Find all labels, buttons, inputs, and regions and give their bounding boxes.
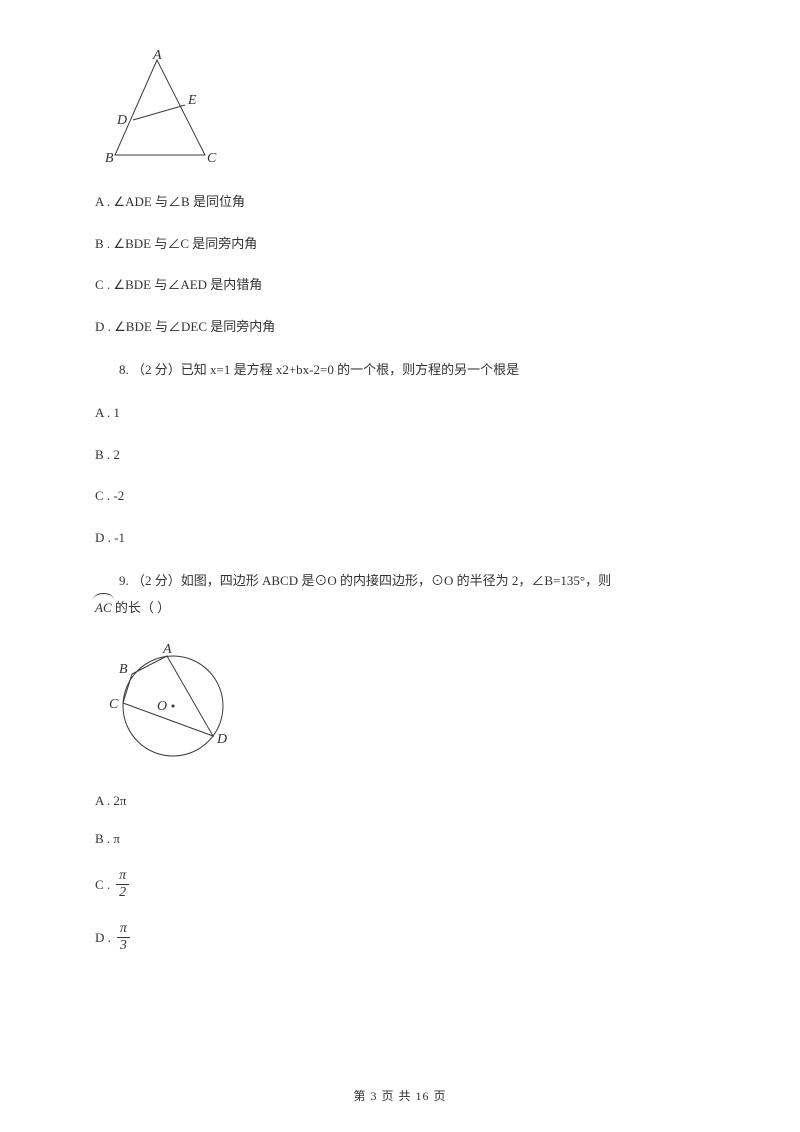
q7-label-D: D <box>116 113 127 128</box>
q9-optc-den: 2 <box>116 885 129 900</box>
q7-label-B: B <box>105 151 114 166</box>
q7-label-A: A <box>152 50 162 63</box>
q9-label-O: O <box>157 699 167 714</box>
q8-option-a: A . 1 <box>95 403 720 423</box>
q9-optd-frac: π 3 <box>117 922 130 953</box>
q7-option-c: C . ∠BDE 与∠AED 是内错角 <box>95 275 720 295</box>
q9-stem-post: 的长（ ） <box>115 600 170 615</box>
q7-option-d: D . ∠BDE 与∠DEC 是同旁内角 <box>95 317 720 337</box>
q7-option-a: A . ∠ADE 与∠B 是同位角 <box>95 192 720 212</box>
q9-label-C: C <box>109 697 119 712</box>
q7-svg: A B C D E <box>95 50 235 170</box>
q9-option-c: C . π 2 <box>95 869 720 900</box>
q9-option-b: B . π <box>95 831 720 847</box>
q7-label-C: C <box>207 151 217 166</box>
q9-optc-num: π <box>116 869 129 885</box>
q9-optc-frac: π 2 <box>116 869 129 900</box>
q8-option-d: D . -1 <box>95 528 720 548</box>
q9-optd-prefix: D . <box>95 930 111 946</box>
q9-option-a: A . 2π <box>95 793 720 809</box>
q9-optd-den: 3 <box>117 938 130 953</box>
q9-label-A: A <box>162 642 172 657</box>
q7-option-b: B . ∠BDE 与∠C 是同旁内角 <box>95 234 720 254</box>
q8-stem: 8. （2 分）已知 x=1 是方程 x2+bx-2=0 的一个根，则方程的另一… <box>95 358 720 381</box>
q9-diagram: A B C D O <box>95 641 720 775</box>
page-footer: 第 3 页 共 16 页 <box>0 1087 800 1104</box>
q9-label-D: D <box>216 732 227 747</box>
q8-option-c: C . -2 <box>95 486 720 506</box>
q9-optc-prefix: C . <box>95 877 110 893</box>
q9-option-d: D . π 3 <box>95 922 720 953</box>
q9-optd-num: π <box>117 922 130 938</box>
q9-label-B: B <box>119 662 128 677</box>
q9-stem: 9. （2 分）如图，四边形 ABCD 是⊙O 的内接四边形，⊙O 的半径为 2… <box>95 569 720 619</box>
q7-label-E: E <box>187 93 197 108</box>
q9-arc-label: AC <box>95 593 112 619</box>
q9-svg: A B C D O <box>95 641 245 771</box>
q9-stem-pre: 9. （2 分）如图，四边形 ABCD 是⊙O 的内接四边形，⊙O 的半径为 2… <box>95 573 611 588</box>
q7-diagram: A B C D E <box>95 50 720 174</box>
q8-option-b: B . 2 <box>95 445 720 465</box>
